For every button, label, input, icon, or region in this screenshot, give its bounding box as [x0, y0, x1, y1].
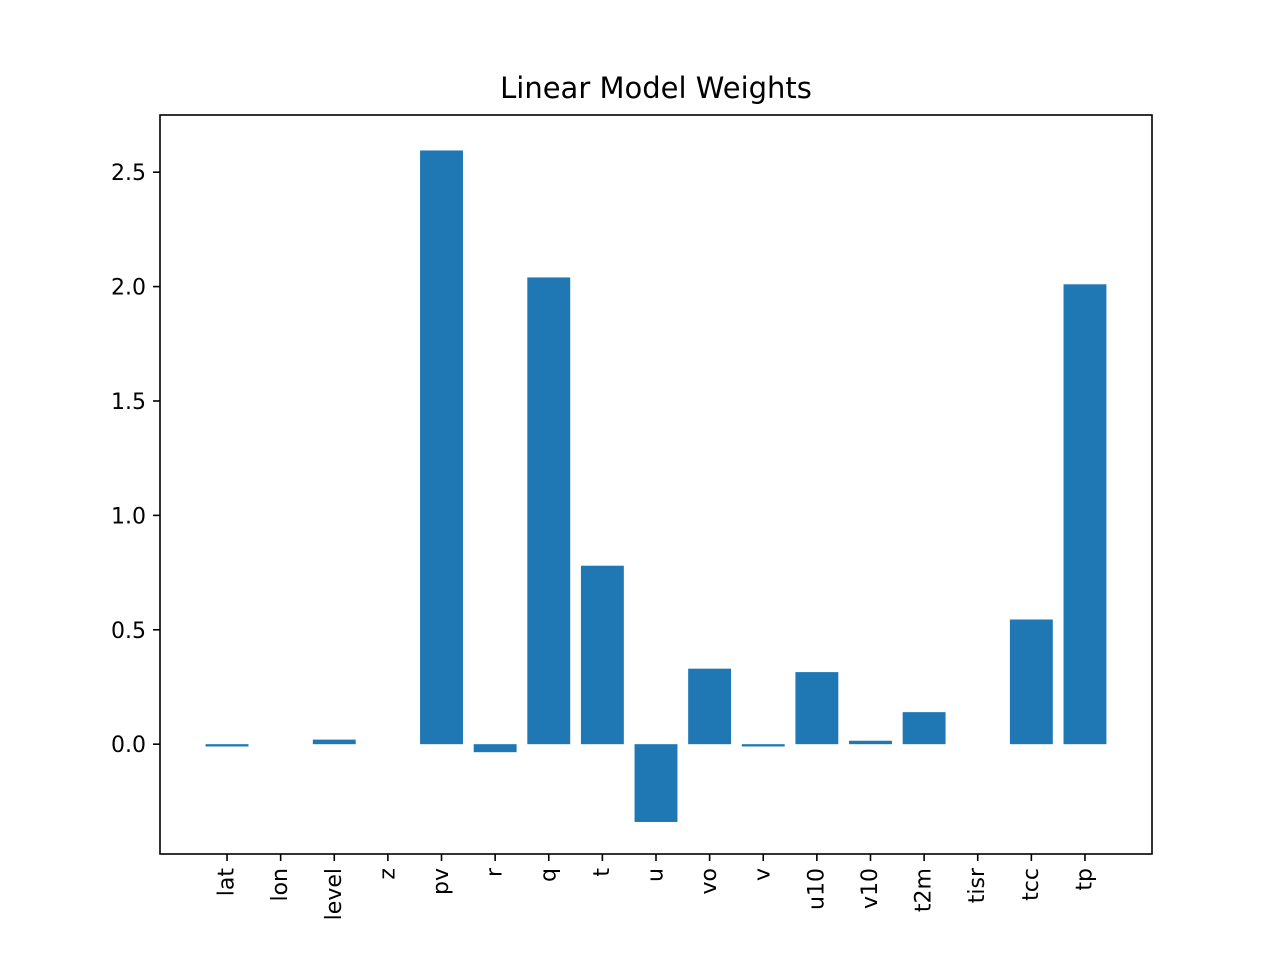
x-tick-label-pv: pv [429, 868, 454, 895]
x-tick-label-tisr: tisr [965, 867, 990, 903]
bar-lat [205, 744, 249, 747]
bar-u [634, 744, 678, 822]
bar-u10 [795, 672, 839, 745]
chart-title: Linear Model Weights [500, 71, 812, 105]
y-tick-label: 0.0 [111, 733, 146, 758]
y-tick-label: 1.5 [111, 390, 146, 415]
x-tick-label-lon: lon [268, 868, 293, 902]
x-tick-label-v10: v10 [858, 868, 883, 909]
x-tick-label-t2m: t2m [912, 868, 937, 912]
x-tick-label-v: v [751, 868, 776, 881]
bar-pv [420, 150, 463, 745]
bar-q [527, 277, 571, 745]
y-tick-label: 2.5 [111, 161, 146, 186]
bar-tcc [1009, 619, 1053, 745]
x-tick-label-u: u [644, 868, 669, 882]
x-axis: lat lon level z pv r q t u vo v u10 v10 t2m tisr tcc tp [215, 854, 1097, 920]
bar-vo [688, 668, 732, 745]
x-tick-label-vo: vo [697, 868, 722, 894]
y-axis: 0.0 0.5 1.0 1.5 2.0 2.5 [111, 161, 160, 758]
x-tick-label-t: t [590, 868, 615, 877]
x-tick-label-q: q [536, 868, 561, 882]
x-tick-label-lat: lat [215, 868, 240, 897]
bar-tp [1063, 284, 1107, 745]
plot-area-frame [159, 114, 1153, 855]
bar-r [473, 744, 517, 753]
x-tick-label-tcc: tcc [1019, 868, 1044, 901]
x-tick-label-r: r [483, 867, 508, 877]
y-tick-label: 1.0 [111, 504, 146, 529]
y-tick-label: 0.5 [111, 619, 146, 644]
x-tick-label-level: level [322, 868, 347, 920]
x-tick-label-u10: u10 [804, 868, 829, 910]
y-tick-label: 2.0 [111, 276, 146, 301]
x-tick-label-tp: tp [1072, 868, 1097, 891]
bar-level [312, 739, 356, 745]
bars-group [205, 150, 1107, 822]
bar-v [741, 744, 785, 747]
bar-v10 [849, 740, 892, 745]
bar-t2m [902, 712, 946, 745]
x-tick-label-z: z [375, 868, 400, 880]
bar-t [580, 565, 624, 745]
